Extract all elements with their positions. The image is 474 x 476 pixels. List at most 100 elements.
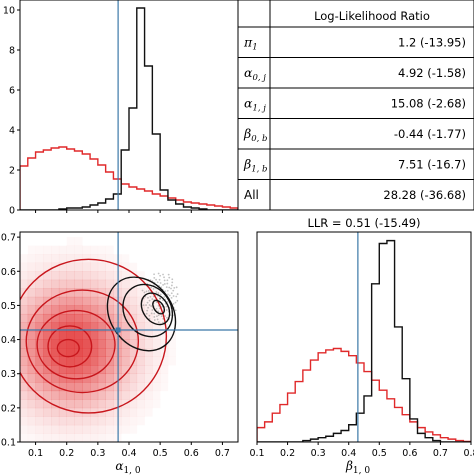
density-cell [121,279,130,289]
density-cell [82,288,91,298]
density-cell [121,356,130,366]
density-cell [136,407,145,417]
density-cell [90,296,99,306]
table-row-value: 15.08 (-2.68) [391,96,466,110]
scatter-point [153,319,156,321]
density-cell [43,245,52,255]
scatter-point [157,310,160,313]
density-cell [152,382,161,392]
scatter-point [168,276,171,279]
density-cell [121,390,130,400]
density-cell [27,322,36,332]
x-tick-label: 0.7 [433,448,448,459]
density-cell [20,433,28,442]
scatter-point [176,293,179,295]
scatter-point [170,296,173,299]
density-cell [75,237,83,246]
density-cell [121,288,130,298]
density-cell [105,365,114,375]
density-cell [20,424,29,434]
density-cell [27,296,36,306]
table-row-label: π1 [243,34,258,52]
density-cell [74,254,83,264]
x-axis-label-subscript: 1, 0 [353,466,370,476]
scatter-point [168,294,171,297]
density-cell [74,331,83,340]
density-cell [113,288,122,298]
black-contour [140,292,171,326]
density-cell [113,322,122,332]
density-cell [144,356,153,366]
density-cell [43,339,52,349]
density-cell [90,433,99,442]
density-cell [90,305,99,315]
y-tick-label: 0.4 [1,335,16,346]
scatter-point [159,274,162,277]
scatter-point [149,295,152,298]
density-cell [160,356,169,366]
density-cell [121,254,129,263]
density-cell [136,373,145,383]
density-cell [136,339,145,349]
density-cell [152,313,161,323]
density-cell [74,271,83,281]
density-cell [90,331,99,340]
density-cell [90,313,99,323]
x-tick-label: 0.1 [28,448,43,459]
scatter-point [148,304,151,306]
scatter-point [153,316,156,318]
density-cell [82,348,91,357]
density-cell [160,373,169,383]
density-cell [58,331,68,340]
panel-frame [19,0,239,211]
density-cell [27,305,36,315]
scatter-point [151,309,154,311]
density-cell [20,356,29,366]
density-cell [74,433,83,442]
density-cell [27,365,36,375]
density-cell [27,331,36,340]
density-cell [152,339,161,349]
density-cell [144,365,153,375]
scatter-point [167,293,169,296]
density-cell [43,262,52,272]
y-tick-label: 8 [9,46,15,57]
scatter-point [152,288,155,290]
scatter-point [166,289,169,292]
scatter-point [151,298,154,300]
density-cell [105,373,114,383]
y-tick-label: 0 [9,206,15,217]
scatter-point [145,304,147,306]
density-cell [129,399,138,409]
density-cell [145,408,153,417]
density-cell [90,271,99,281]
density-cell [43,288,52,298]
red-contour [36,309,116,380]
histogram-series-red [257,347,471,442]
density-cell [105,271,114,281]
density-cell [129,425,137,434]
x-tick-label: 0.4 [121,448,136,459]
density-cell [66,313,75,323]
density-cell [105,433,114,442]
density-cell [97,382,106,392]
density-cell [113,382,122,392]
x-tick-label: 0.2 [280,448,295,459]
density-cell [20,313,29,323]
scatter-point [150,305,153,307]
density-cell [113,262,122,272]
scatter-point [143,291,146,294]
density-cell [121,339,130,349]
scatter-point [158,278,161,281]
scatter-point [155,307,158,310]
density-cell [105,296,114,306]
density-cell [82,305,91,315]
density-cell [136,382,145,392]
y-tick-label: 0.5 [1,301,16,312]
density-cell [82,279,91,289]
density-cell [129,365,138,375]
density-cell [51,373,60,383]
scatter-point [172,302,175,305]
density-cell [136,288,145,298]
